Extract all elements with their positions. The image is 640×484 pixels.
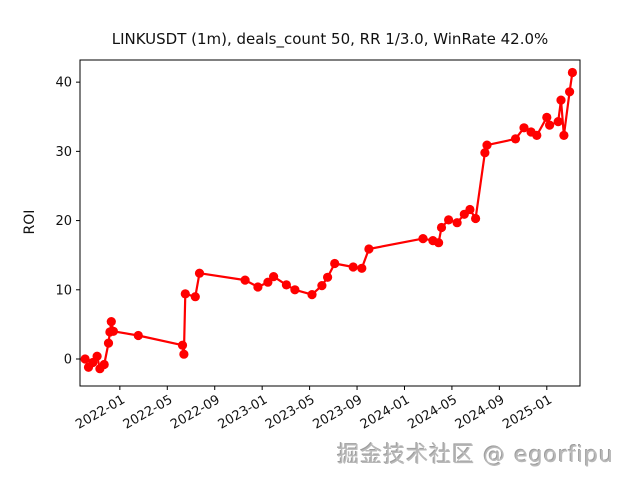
data-point [565, 87, 575, 97]
data-point [519, 123, 529, 133]
data-point [482, 140, 492, 150]
x-tick-label: 2022-09 [168, 392, 223, 432]
data-point [348, 262, 358, 272]
x-tick-label: 2023-05 [263, 392, 318, 432]
data-point [510, 134, 521, 144]
data-point [545, 120, 555, 130]
data-point [80, 354, 90, 364]
data-point [364, 244, 374, 254]
x-tick-label: 2023-09 [310, 392, 365, 432]
x-tick-label: 2024-01 [358, 392, 413, 432]
data-point [567, 67, 578, 78]
data-point [307, 290, 317, 300]
y-tick-label: 30 [55, 145, 72, 160]
data-point [269, 272, 279, 282]
data-point [434, 238, 444, 248]
data-point [471, 213, 481, 224]
x-tick-label: 2024-09 [453, 392, 508, 432]
data-point [253, 282, 263, 292]
data-point [418, 234, 428, 244]
data-point [281, 280, 291, 290]
x-tick-label: 2022-01 [73, 392, 128, 432]
data-point [180, 289, 190, 299]
data-point [532, 130, 542, 140]
data-point [436, 222, 447, 233]
data-point [357, 263, 367, 273]
data-point [92, 351, 102, 361]
chart-title: LINKUSDT (1m), deals_count 50, RR 1/3.0,… [111, 30, 549, 48]
data-point [559, 130, 569, 140]
data-point [556, 95, 566, 105]
data-point [480, 148, 490, 158]
y-tick-label: 20 [55, 214, 72, 229]
y-tick-label: 10 [55, 283, 72, 298]
data-point [323, 272, 333, 282]
roi-series-line [83, 71, 574, 370]
y-tick-label: 40 [55, 76, 72, 91]
data-point [177, 340, 188, 350]
data-point [99, 359, 109, 370]
y-axis-label-text: ROI [22, 209, 38, 235]
data-point [542, 112, 552, 122]
y-tick-label: 0 [64, 353, 72, 368]
data-point [553, 117, 563, 127]
data-point [452, 218, 462, 228]
x-tick-label: 2024-05 [405, 392, 460, 432]
data-point [106, 317, 116, 327]
data-point [263, 277, 273, 287]
data-point [465, 204, 475, 215]
data-point [194, 268, 205, 278]
data-point [103, 338, 114, 348]
data-point [290, 285, 300, 295]
data-point [330, 258, 340, 269]
data-point [444, 215, 454, 225]
data-point [179, 349, 189, 359]
data-point [317, 281, 327, 291]
x-tick-label: 2025-01 [500, 392, 555, 432]
data-point [240, 275, 250, 285]
data-point [190, 292, 200, 302]
data-point [133, 330, 143, 341]
data-point [108, 326, 118, 336]
x-tick-label: 2023-01 [216, 392, 271, 432]
axes-frame [79, 59, 581, 387]
watermark: 掘金技术社区 @ egorfipu [337, 443, 614, 468]
x-tick-label: 2022-05 [121, 392, 176, 432]
